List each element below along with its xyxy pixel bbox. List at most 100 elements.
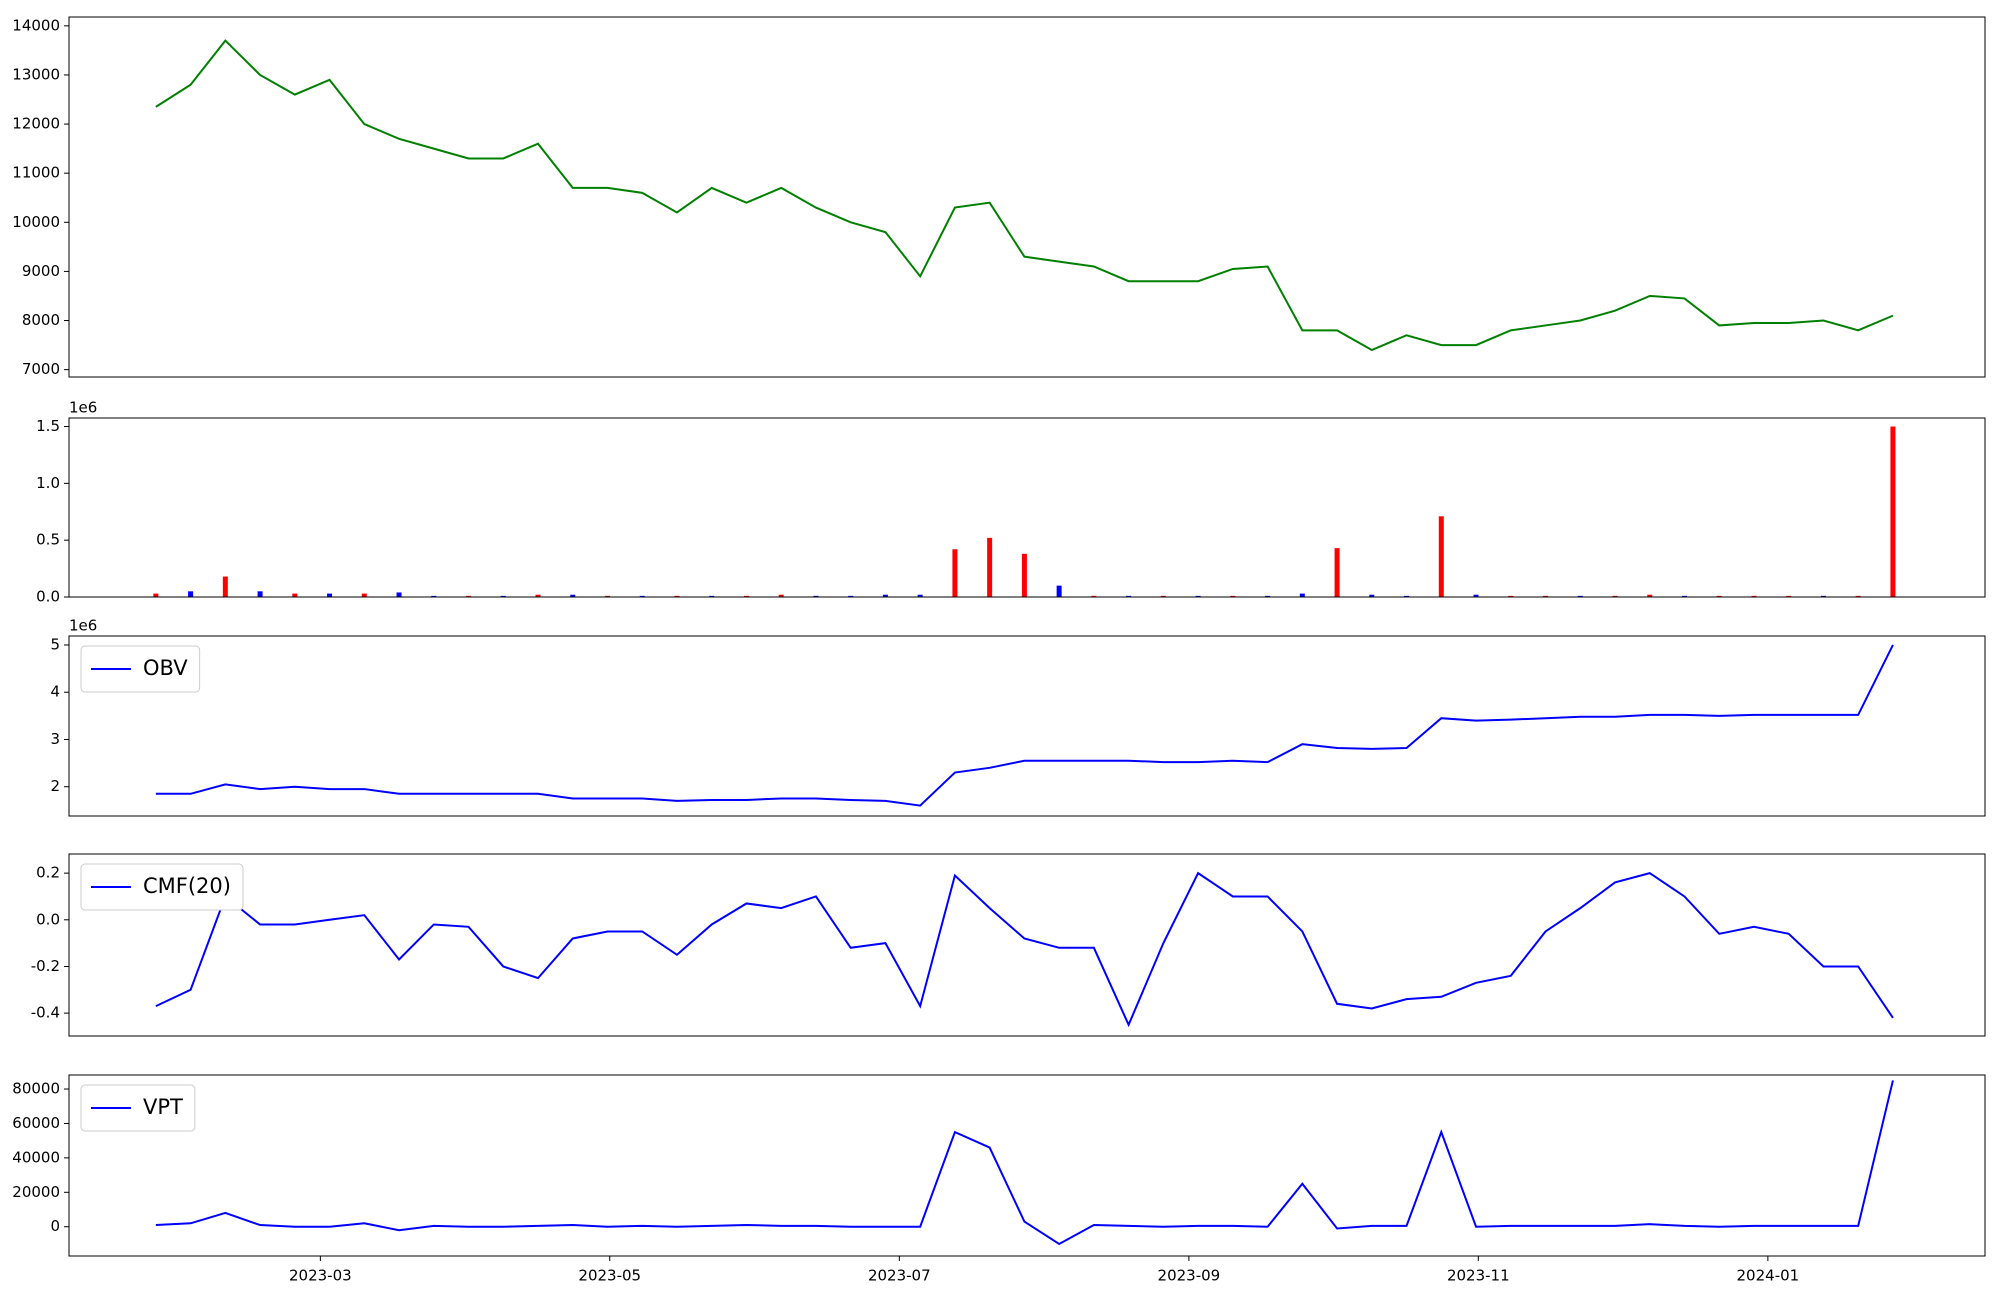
x-tick-label: 2023-07	[868, 1267, 931, 1285]
panel: 0 20000 40000 60000 80000 2023-03 2023-05 2023-…	[12, 1074, 1986, 1285]
panel: 2 3 4 5 1e6 OBV	[50, 617, 1986, 817]
y-tick-label: 3	[50, 730, 60, 748]
bar	[292, 593, 298, 597]
y-tick-label: 0	[50, 1217, 60, 1235]
y-tick-label: -0.2	[31, 957, 60, 975]
bar	[1786, 595, 1792, 597]
legend-label: OBV	[143, 656, 188, 680]
bar	[500, 595, 506, 597]
y-tick-label: 1.0	[36, 474, 60, 492]
bar	[604, 595, 610, 597]
bar	[778, 594, 784, 597]
axes-frame	[68, 417, 1986, 598]
panel: 0.0 0.5 1.0 1.5 1e6	[36, 399, 1986, 606]
axes-frame	[68, 635, 1986, 817]
x-tick-label: 2023-09	[1158, 1267, 1221, 1285]
y-tick-label: 1.5	[36, 417, 60, 435]
bar	[327, 593, 333, 597]
series-line	[155, 644, 1894, 807]
bar	[1543, 595, 1549, 597]
y-tick-label: 9000	[22, 262, 60, 280]
bar	[1299, 593, 1305, 597]
bar	[361, 593, 367, 597]
bar	[431, 595, 437, 597]
y-tick-label: 0.0	[36, 910, 60, 928]
axes-frame	[68, 1074, 1986, 1257]
bar	[396, 592, 402, 597]
x-tick-label: 2023-03	[289, 1267, 352, 1285]
axes-frame	[68, 16, 1986, 378]
y-tick-label: 12000	[12, 115, 60, 133]
bar	[153, 593, 159, 597]
y-tick-label: -0.4	[31, 1004, 60, 1022]
y-tick-label: 80000	[12, 1080, 60, 1098]
legend: VPT	[80, 1084, 196, 1132]
bar	[917, 594, 923, 597]
y-tick-label: 0.2	[36, 864, 60, 882]
bar	[743, 595, 749, 597]
y-tick-label: 5	[50, 635, 60, 653]
y-tick-label: 2	[50, 777, 60, 795]
bar	[257, 591, 263, 597]
y-tick-label: 4	[50, 683, 60, 701]
bar	[1230, 595, 1236, 597]
legend-box	[80, 645, 201, 693]
panel: 7000 8000 9000 10000 11000 12000 13000 14000	[12, 16, 1986, 378]
bar	[1195, 595, 1201, 597]
bar	[1820, 595, 1826, 597]
bar	[639, 595, 645, 597]
y-tick-label: 11000	[12, 164, 60, 182]
y-tick-label: 60000	[12, 1114, 60, 1132]
bar	[1577, 595, 1583, 597]
y-tick-label: 0.0	[36, 588, 60, 606]
bar	[1716, 595, 1722, 597]
series-line	[155, 1080, 1894, 1246]
bar	[1265, 595, 1271, 597]
bar	[1612, 595, 1618, 597]
y-tick-label: 20000	[12, 1183, 60, 1201]
bar	[570, 594, 576, 597]
bar	[1021, 553, 1027, 597]
bar	[1056, 585, 1062, 597]
y-tick-label: 10000	[12, 213, 60, 231]
bar	[1508, 595, 1514, 597]
bar	[1855, 595, 1861, 597]
bar	[1091, 595, 1097, 597]
y-tick-label: 14000	[12, 16, 60, 34]
bar	[1126, 595, 1132, 597]
axis-offset-label: 1e6	[69, 617, 97, 635]
series-line	[155, 39, 1894, 352]
bar	[222, 576, 228, 597]
bar	[1334, 548, 1340, 597]
bar	[709, 595, 715, 597]
bar	[466, 595, 472, 597]
bar	[1473, 594, 1479, 597]
bar	[952, 549, 958, 597]
legend: CMF(20)	[80, 863, 244, 911]
legend-box	[80, 863, 244, 911]
bar	[813, 595, 819, 597]
y-tick-label: 13000	[12, 65, 60, 83]
panel: -0.4 -0.2 0.0 0.2 CMF(20)	[31, 853, 1986, 1037]
axes-frame	[68, 853, 1986, 1037]
bar	[1751, 595, 1757, 597]
bar	[1438, 516, 1444, 597]
bar	[1369, 594, 1375, 597]
bar	[674, 595, 680, 597]
y-tick-label: 8000	[22, 311, 60, 329]
bar	[848, 595, 854, 597]
bar	[535, 594, 541, 597]
x-tick-label: 2023-05	[578, 1267, 641, 1285]
bar	[882, 594, 888, 597]
axis-offset-label: 1e6	[69, 399, 97, 417]
legend-label: VPT	[143, 1095, 183, 1119]
legend-label: CMF(20)	[143, 874, 231, 898]
y-tick-label: 0.5	[36, 531, 60, 549]
y-tick-label: 7000	[22, 360, 60, 378]
bar	[1404, 595, 1410, 597]
legend: OBV	[80, 645, 201, 693]
bar	[1681, 595, 1687, 597]
bar	[987, 537, 993, 597]
